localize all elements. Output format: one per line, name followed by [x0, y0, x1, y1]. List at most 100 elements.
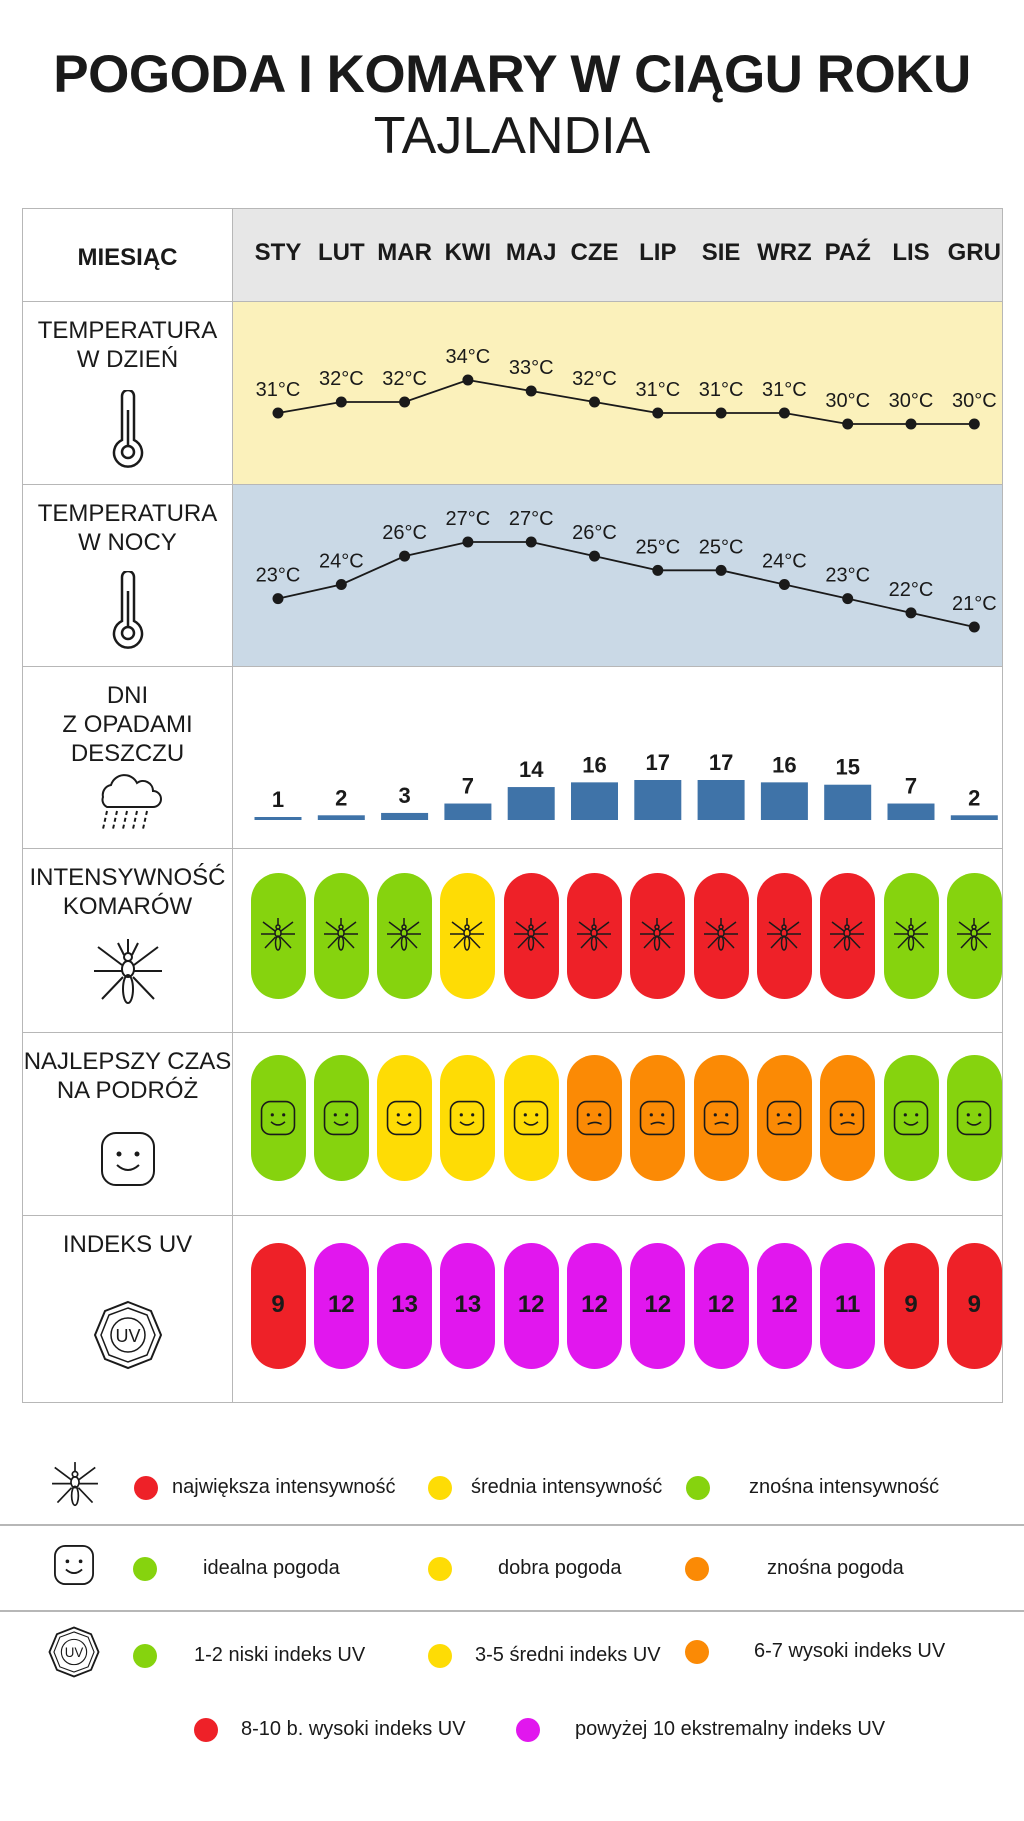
- rain-value-label: 3: [398, 783, 410, 808]
- rain-value-label: 14: [519, 757, 544, 782]
- month-label: WRZ: [757, 239, 812, 266]
- smiley-icon: [450, 1100, 485, 1136]
- mosquito-pill: [440, 873, 496, 999]
- rain-bar: [571, 782, 618, 820]
- travel-pill: [946, 1055, 1002, 1181]
- uv-value: 9: [904, 1291, 918, 1318]
- travel-pill: [630, 1055, 686, 1181]
- temp-value-label: 32°C: [382, 368, 427, 390]
- temp-value-label: 27°C: [509, 508, 554, 530]
- temp-value-label: 32°C: [319, 368, 364, 390]
- temp-point: [778, 407, 790, 419]
- legend-label: największa intensywność: [172, 1476, 396, 1498]
- temp-point: [968, 418, 980, 430]
- temp-value-label: 21°C: [952, 593, 997, 615]
- legend-divider: [0, 1524, 1024, 1526]
- temp-point: [842, 593, 854, 605]
- mosquito-icon: [387, 918, 422, 951]
- temp-point: [589, 396, 600, 408]
- travel-pill: [567, 1055, 622, 1181]
- rain-bar: [697, 780, 745, 820]
- night-temp-row: TEMPERATURA W NOCY 23°C 24°C 26°C 27°C 27°C 2…: [23, 485, 1002, 667]
- temp-value-label: 33°C: [509, 357, 554, 379]
- travel-pill: [503, 1055, 559, 1181]
- night-temp-label-cell: TEMPERATURA W NOCY: [23, 485, 233, 666]
- rain-data: 1 2 3 7 14 16 17 17 16 15 7 2: [233, 667, 1002, 848]
- uv-value: 9: [967, 1291, 981, 1318]
- mosquito-icon: [93, 939, 162, 1004]
- temp-point: [715, 564, 727, 576]
- mosquito-pill: [503, 873, 559, 999]
- legend-dot: [516, 1718, 540, 1742]
- legend-label: 8-10 b. wysoki indeks UV: [241, 1718, 466, 1740]
- rain-value-label: 2: [335, 785, 347, 810]
- month-label: MAR: [377, 239, 432, 266]
- temp-point: [462, 536, 474, 548]
- rain-bar: [887, 803, 935, 820]
- temp-value-label: 25°C: [699, 536, 744, 558]
- months-label: MIESIĄC: [77, 244, 178, 271]
- uv-value: 12: [517, 1291, 545, 1318]
- temp-value-label: 31°C: [762, 379, 807, 401]
- temp-point: [905, 418, 917, 430]
- month-label: PAŹ: [824, 239, 871, 266]
- uv-pill: 9: [883, 1243, 939, 1369]
- rain-bar: [254, 817, 302, 820]
- month-label: SIE: [701, 239, 741, 266]
- rain-value-label: 17: [709, 750, 733, 775]
- mosquito-label: INTENSYWNOŚĆ KOMARÓW: [29, 864, 226, 920]
- mosquito-pill: [630, 873, 686, 999]
- uv-value: 13: [454, 1291, 482, 1318]
- travel-pill: [250, 1055, 306, 1181]
- mosquito-pill: [377, 873, 433, 999]
- climate-table: MIESIĄC STY LUT MAR KWI MAJ CZE LIP SIE WRZ PAŹ LI…: [22, 208, 1003, 1403]
- thermometer-icon: [112, 390, 143, 468]
- smiley-icon: [829, 1100, 865, 1136]
- smiley-icon: [386, 1100, 422, 1136]
- temp-value-label: 32°C: [572, 368, 617, 390]
- uv-value: 11: [835, 1291, 861, 1318]
- temp-value-label: 22°C: [889, 579, 934, 601]
- rain-label-cell: DNI Z OPADAMI DESZCZU: [23, 667, 233, 848]
- rain-bar: [634, 780, 682, 820]
- rain-bar: [381, 812, 429, 820]
- temp-point: [652, 407, 664, 419]
- travel-row: NAJLEPSZY CZAS NA PODRÓŻ: [23, 1033, 1002, 1216]
- rain-value-label: 7: [462, 774, 474, 799]
- travel-pill: [756, 1055, 812, 1181]
- thermometer-icon: [112, 571, 143, 649]
- mosquito-pill: [693, 873, 749, 999]
- uv-pill: 11: [820, 1243, 876, 1369]
- uv-data: 9 12 13 13 12 12 12 12 12 11 9 9: [233, 1216, 1002, 1402]
- rain-bar: [760, 782, 808, 820]
- rain-value-label: 1: [272, 787, 284, 812]
- rain-value-label: 17: [646, 750, 670, 775]
- temp-value-label: 27°C: [446, 508, 491, 530]
- temp-point: [335, 396, 347, 408]
- mosquito-icon: [513, 918, 548, 951]
- rain-cloud-icon: [101, 774, 162, 830]
- legend-dot: [685, 1640, 709, 1664]
- mosquito-data: [233, 849, 1002, 1032]
- uv-badge-icon: UV: [48, 1626, 100, 1678]
- month-label: LIS: [892, 239, 930, 266]
- uv-value: 9: [271, 1291, 285, 1318]
- smiley-icon: [100, 1132, 155, 1186]
- travel-label-cell: NAJLEPSZY CZAS NA PODRÓŻ: [23, 1033, 233, 1215]
- mosquito-icon: [450, 918, 485, 951]
- temp-point: [399, 550, 411, 562]
- uv-pill: 13: [377, 1243, 433, 1369]
- legend-divider: [0, 1610, 1024, 1612]
- uv-pill: 12: [313, 1243, 369, 1369]
- uv-value: 12: [327, 1291, 355, 1318]
- rain-value-label: 16: [772, 752, 796, 777]
- month-label: STY: [254, 239, 302, 266]
- uv-pill: 12: [756, 1243, 812, 1369]
- legend-label: 6-7 wysoki indeks UV: [754, 1640, 946, 1662]
- mosquito-icon: [52, 1462, 98, 1507]
- month-label: KWI: [444, 239, 492, 266]
- temp-line: [277, 541, 975, 628]
- temp-value-label: 34°C: [446, 346, 491, 368]
- uv-icon-text: UV: [115, 1326, 140, 1346]
- legend-label: średnia intensywność: [471, 1476, 663, 1498]
